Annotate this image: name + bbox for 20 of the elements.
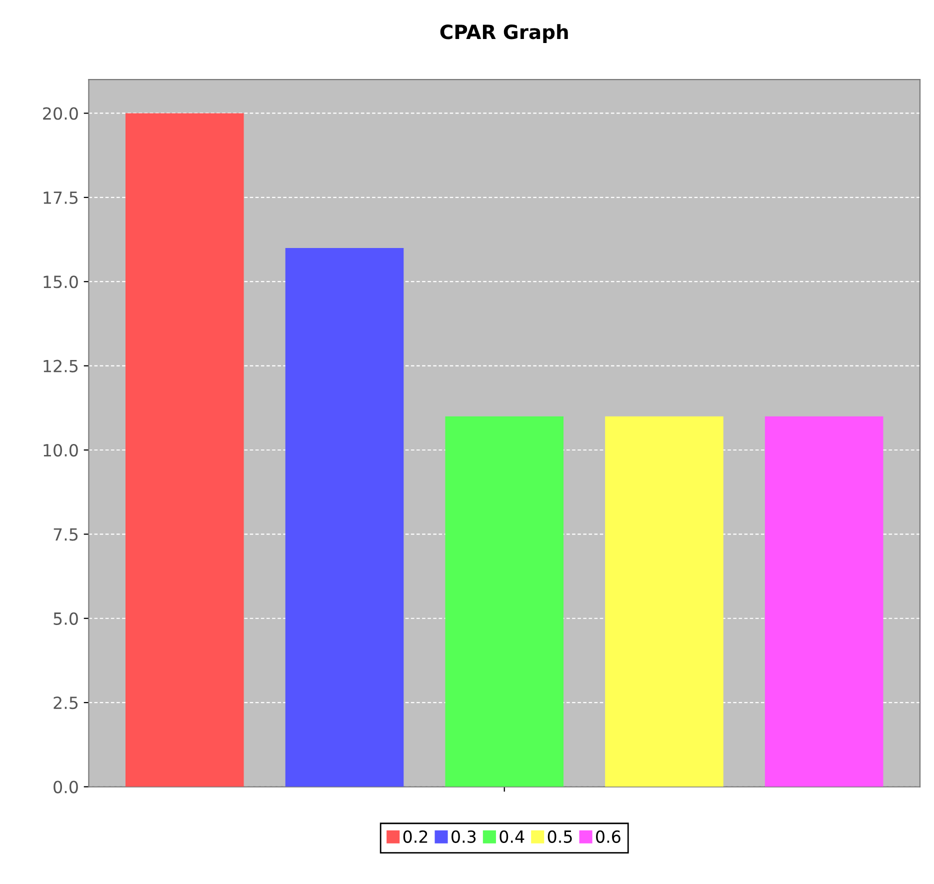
- y-tick-label: 15.0: [44, 276, 78, 288]
- y-tick-label: 17.5: [44, 192, 78, 204]
- chart-title: CPAR Graph: [440, 24, 568, 43]
- legend-label: 0.5: [548, 830, 572, 843]
- y-tick-label: 10.0: [44, 444, 78, 457]
- y-tick-label: 5.0: [54, 612, 78, 625]
- bar: [125, 113, 244, 787]
- legend-label: 0.2: [403, 830, 428, 843]
- bar: [605, 416, 724, 787]
- y-tick-label: 2.5: [54, 696, 78, 710]
- y-tick-label: 12.5: [44, 360, 78, 372]
- legend-label: 0.4: [500, 830, 524, 843]
- y-tick-label: 20.0: [43, 107, 78, 120]
- bar: [764, 416, 884, 787]
- y-tick-label: 7.5: [54, 528, 78, 541]
- legend-label: 0.3: [452, 830, 476, 843]
- bar: [285, 248, 404, 787]
- bar: [445, 416, 564, 787]
- y-tick-label: 0.0: [54, 780, 78, 794]
- legend-label: 0.6: [596, 830, 620, 843]
